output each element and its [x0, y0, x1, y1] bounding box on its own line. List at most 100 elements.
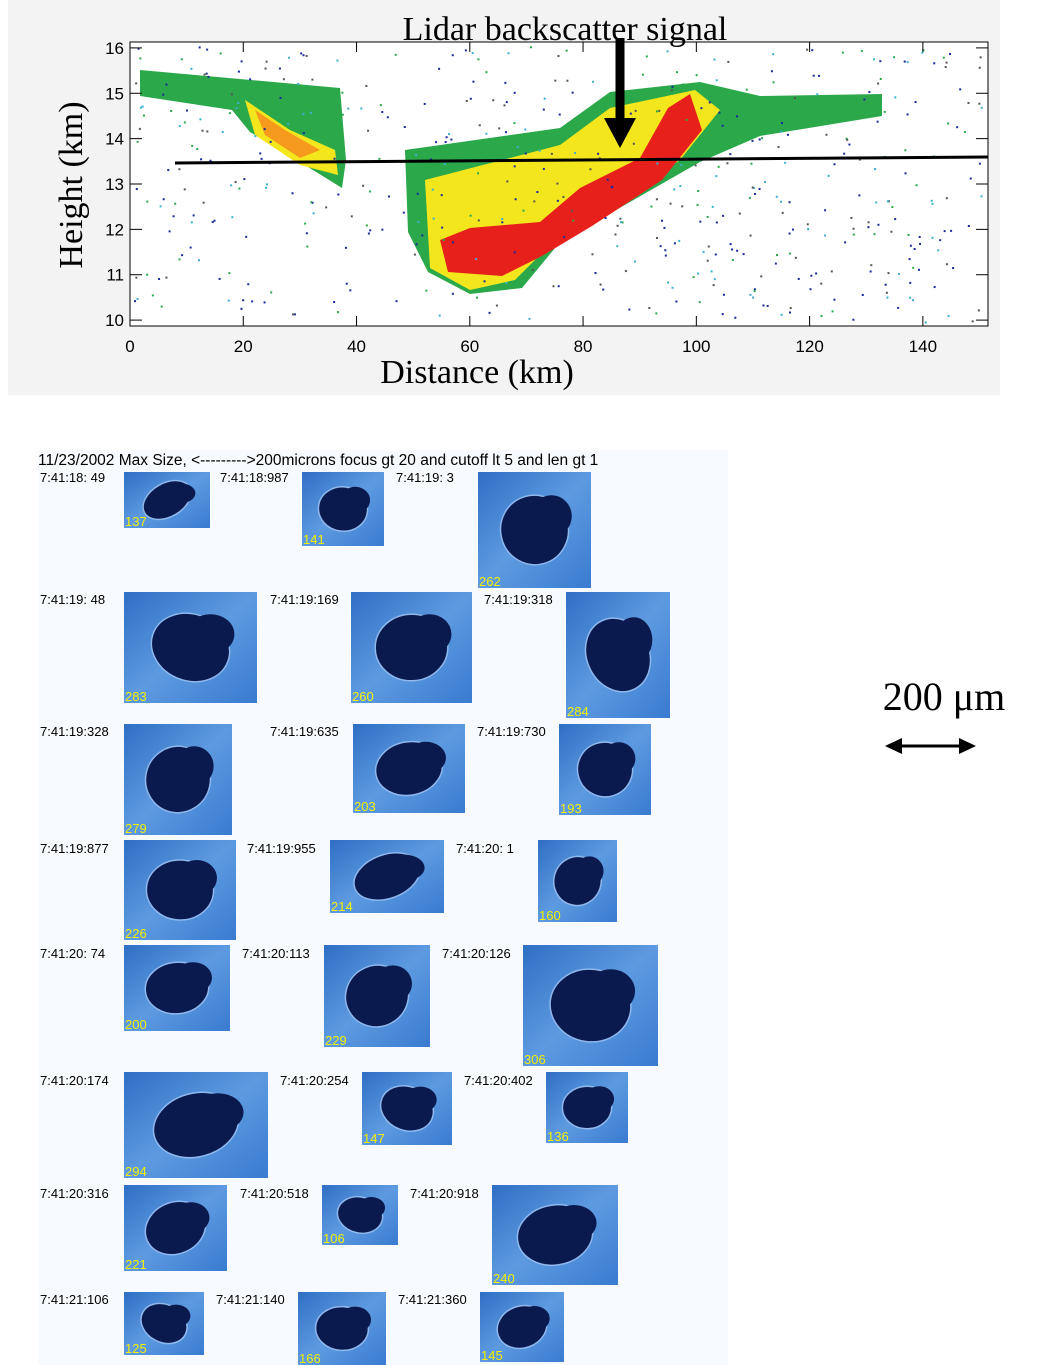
noise-dot — [845, 137, 848, 140]
particle-time: 7:41:20: 74 — [40, 946, 105, 961]
noise-dot — [591, 253, 594, 256]
noise-dot — [260, 157, 263, 160]
noise-dot — [971, 320, 974, 323]
noise-dot — [870, 264, 873, 267]
noise-dot — [797, 277, 800, 280]
noise-dot — [817, 74, 820, 77]
noise-dot — [306, 245, 309, 248]
noise-dot — [344, 246, 347, 249]
noise-dot — [135, 82, 138, 85]
noise-dot — [438, 67, 441, 70]
noise-dot — [189, 246, 192, 249]
noise-dot — [365, 224, 368, 227]
noise-dot — [180, 58, 183, 61]
noise-dot — [918, 268, 921, 271]
x-tick-label: 40 — [347, 337, 366, 356]
noise-dot — [967, 101, 970, 104]
noise-dot — [495, 304, 498, 307]
noise-dot — [876, 120, 879, 123]
noise-dot — [809, 288, 812, 291]
ice-crystal-lobe — [531, 495, 572, 537]
y-tick-label: 11 — [106, 266, 124, 285]
noise-dot — [831, 310, 834, 313]
noise-dot — [848, 143, 851, 146]
noise-dot — [192, 214, 195, 217]
particle-size: 260 — [352, 689, 374, 704]
noise-dot — [288, 56, 291, 59]
noise-dot — [302, 112, 305, 115]
noise-dot — [945, 61, 948, 64]
y-tick-label: 12 — [105, 220, 124, 239]
noise-dot — [906, 113, 909, 116]
noise-dot — [485, 71, 488, 74]
noise-dot — [464, 49, 467, 52]
noise-dot — [142, 114, 145, 117]
noise-dot — [146, 200, 149, 203]
noise-dot — [333, 301, 336, 304]
noise-dot — [429, 158, 432, 161]
noise-dot — [369, 190, 372, 193]
noise-dot — [890, 230, 893, 233]
noise-dot — [978, 102, 981, 105]
noise-dot — [789, 307, 792, 310]
noise-dot — [692, 276, 695, 279]
x-tick-label: 80 — [574, 337, 593, 356]
noise-dot — [369, 229, 372, 232]
noise-dot — [752, 186, 755, 189]
particle-size: 193 — [560, 801, 582, 816]
noise-dot — [597, 152, 600, 155]
noise-dot — [202, 201, 205, 204]
noise-dot — [469, 214, 472, 217]
particle-size: 166 — [299, 1351, 321, 1365]
noise-dot — [219, 52, 222, 55]
noise-dot — [886, 200, 889, 203]
noise-dot — [513, 91, 516, 94]
noise-dot — [666, 50, 669, 53]
noise-dot — [305, 54, 308, 57]
noise-dot — [944, 66, 947, 69]
noise-dot — [906, 61, 909, 64]
noise-dot — [137, 47, 140, 50]
noise-dot — [151, 294, 154, 297]
noise-dot — [943, 230, 946, 233]
noise-dot — [903, 60, 906, 63]
noise-dot — [228, 112, 231, 115]
particle-time: 7:41:20:918 — [410, 1186, 479, 1201]
ice-crystal-lobe — [191, 1093, 244, 1132]
noise-dot — [886, 296, 889, 299]
noise-dot — [616, 245, 619, 248]
noise-dot — [825, 133, 828, 136]
particle-size: 106 — [323, 1231, 345, 1246]
noise-dot — [206, 130, 209, 133]
noise-dot — [265, 183, 268, 186]
noise-dot — [305, 232, 308, 235]
noise-dot — [685, 118, 688, 121]
noise-dot — [762, 304, 765, 307]
particle-time: 7:41:19:955 — [247, 841, 316, 856]
noise-dot — [336, 59, 339, 62]
noise-dot — [200, 158, 203, 161]
noise-dot — [807, 228, 810, 231]
noise-dot — [199, 118, 202, 121]
noise-dot — [563, 236, 566, 239]
noise-dot — [874, 168, 877, 171]
noise-dot — [931, 202, 934, 205]
noise-dot — [242, 299, 245, 302]
noise-dot — [360, 107, 363, 110]
noise-dot — [702, 250, 705, 253]
particle-size: 203 — [354, 799, 376, 814]
noise-dot — [921, 51, 924, 54]
noise-dot — [415, 154, 418, 157]
noise-dot — [877, 82, 880, 85]
noise-dot — [135, 188, 138, 191]
noise-dot — [671, 85, 674, 88]
noise-dot — [254, 135, 257, 138]
noise-dot — [758, 138, 761, 141]
particle-size: 279 — [125, 821, 147, 836]
noise-dot — [198, 259, 201, 262]
noise-dot — [918, 236, 921, 239]
noise-dot — [956, 126, 959, 129]
noise-dot — [887, 272, 890, 275]
noise-dot — [379, 104, 382, 107]
